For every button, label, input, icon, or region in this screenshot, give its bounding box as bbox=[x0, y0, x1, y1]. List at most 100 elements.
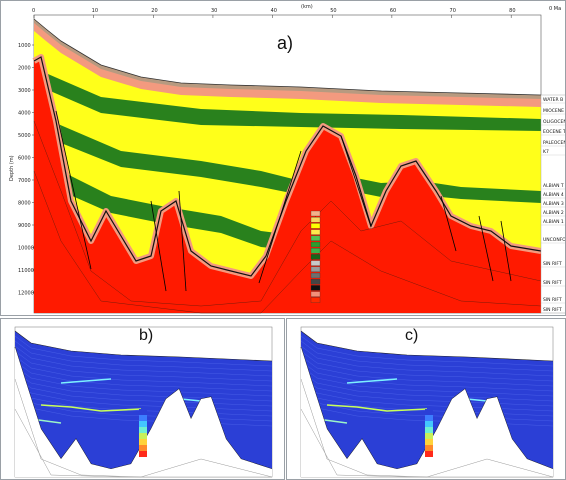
property-streak-1 bbox=[60, 378, 112, 384]
color-scale-step-3 bbox=[139, 421, 147, 427]
property-contour bbox=[300, 360, 554, 392]
legend-swatch-5 bbox=[310, 235, 321, 241]
y-axis-title: Depth (m) bbox=[9, 155, 15, 181]
color-scale-step-6 bbox=[139, 439, 147, 445]
x-tick-label: 10 bbox=[92, 8, 98, 14]
legend-swatch-11 bbox=[310, 272, 321, 279]
legend-swatch-8 bbox=[310, 254, 321, 260]
section-a-canvas: 0 10 20 30 40 50 60 70 80 (km) 0 Ma 1000 2000 3000 400… bbox=[9, 4, 566, 314]
property-contour bbox=[300, 370, 554, 402]
legend-swatch-14 bbox=[310, 291, 321, 297]
property-contour bbox=[300, 365, 554, 397]
x-tick-label: 80 bbox=[509, 8, 515, 14]
property-streak-1 bbox=[346, 378, 398, 384]
legend-swatch-6 bbox=[310, 241, 321, 248]
legend-swatch-10 bbox=[310, 266, 321, 272]
y-tick-label: 6000 bbox=[18, 156, 31, 162]
color-scale-step-2 bbox=[139, 415, 147, 421]
property-contour bbox=[14, 340, 273, 372]
right-horizon-label: ALBIAN 2 bbox=[543, 210, 564, 216]
right-horizon-label: ALBIAN T bbox=[543, 183, 564, 189]
panel-a-lithology-section: 0 10 20 30 40 50 60 70 80 (km) 0 Ma 1000 2000 3000 400… bbox=[0, 0, 566, 316]
basement-contour-2 bbox=[33, 170, 542, 314]
panel-c-property-section: c) bbox=[286, 318, 566, 480]
color-scale-step-6 bbox=[425, 439, 433, 445]
x-tick-label: 50 bbox=[330, 8, 336, 14]
legend-swatch-4 bbox=[310, 229, 321, 235]
right-horizon-label: MIOCENE bbox=[543, 108, 564, 114]
property-fill bbox=[15, 331, 272, 469]
basement-contour-1 bbox=[33, 120, 542, 307]
y-tick-label: 3000 bbox=[18, 88, 31, 94]
section-c-canvas bbox=[300, 326, 554, 478]
lower-contour-2 bbox=[300, 408, 553, 478]
y-tick-label: 8000 bbox=[18, 201, 31, 207]
color-scale-step-5 bbox=[139, 433, 147, 439]
right-horizon-label: SIN RIFT bbox=[543, 307, 562, 313]
property-streak-3 bbox=[180, 398, 202, 402]
panel-a-label: a) bbox=[277, 33, 294, 53]
x-axis-title: (km) bbox=[301, 4, 313, 10]
legend-swatch-7 bbox=[310, 248, 321, 254]
color-scale-step-4 bbox=[139, 427, 147, 433]
color-scale-step-1 bbox=[139, 409, 147, 415]
property-void bbox=[301, 347, 553, 477]
property-void bbox=[15, 347, 272, 477]
right-horizon-label: ALBIAN 1 bbox=[543, 219, 564, 225]
property-contour bbox=[300, 340, 554, 372]
right-horizon-label: K7 bbox=[543, 149, 549, 155]
property-contour bbox=[14, 355, 273, 387]
property-contour bbox=[14, 345, 273, 377]
legend-swatch-13 bbox=[310, 285, 321, 291]
y-tick-label: 5000 bbox=[18, 133, 31, 139]
green-layer-band-1 bbox=[41, 71, 541, 131]
legend-swatch-12 bbox=[310, 279, 321, 285]
y-tick-label: 7000 bbox=[18, 178, 31, 184]
y-tick-label: 4000 bbox=[18, 111, 31, 117]
panel-b-label: b) bbox=[139, 327, 154, 344]
property-streak-3 bbox=[466, 398, 488, 402]
property-fill bbox=[301, 331, 553, 469]
y-tick-label: 11000 bbox=[18, 268, 34, 274]
y-tick-label: 2000 bbox=[18, 66, 31, 72]
x-tick-label: 30 bbox=[211, 8, 217, 14]
property-contour bbox=[300, 350, 554, 382]
x-tick-label: 60 bbox=[390, 8, 396, 14]
property-contour bbox=[300, 355, 554, 387]
color-scale-step-7 bbox=[425, 445, 433, 451]
property-streak-2 bbox=[40, 404, 142, 412]
right-horizon-label: ALBIAN 4 bbox=[543, 192, 564, 198]
right-horizon-label: UNCONFO bbox=[543, 237, 566, 243]
lower-contour-2 bbox=[14, 408, 272, 478]
fault-line-3 bbox=[178, 190, 187, 292]
right-horizon-label: EOCENE T bbox=[543, 129, 566, 135]
section-b-canvas bbox=[14, 326, 273, 478]
fault-line-6 bbox=[440, 195, 457, 252]
lower-contour-1 bbox=[14, 378, 273, 478]
upper-salmon-layer bbox=[34, 19, 541, 107]
panel-c-label: c) bbox=[405, 327, 419, 344]
legend-swatch-1 bbox=[310, 210, 321, 217]
property-contour bbox=[300, 345, 554, 377]
property-streak-2 bbox=[326, 404, 428, 412]
right-horizon-label: OLIGOCEN bbox=[543, 119, 566, 125]
y-tick-label: 10000 bbox=[18, 246, 34, 252]
right-horizon-label: ALBIAN 3 bbox=[543, 201, 564, 207]
color-scale-step-8 bbox=[139, 451, 147, 457]
property-contour bbox=[300, 375, 554, 407]
legend-swatch-3 bbox=[310, 223, 321, 229]
corner-label: 0 Ma bbox=[549, 6, 561, 12]
property-contour bbox=[14, 365, 273, 397]
x-tick-label: 0 bbox=[32, 8, 35, 14]
property-seafloor bbox=[14, 330, 273, 362]
color-scale-step-7 bbox=[139, 445, 147, 451]
right-horizon-label: SIN RIFT bbox=[543, 261, 562, 267]
color-scale-step-2 bbox=[425, 415, 433, 421]
seafloor-line bbox=[33, 18, 542, 96]
x-tick-label: 40 bbox=[271, 8, 277, 14]
x-tick-label: 20 bbox=[151, 8, 157, 14]
fault-line-5 bbox=[340, 135, 372, 228]
panel-b-property-section: b) bbox=[0, 318, 285, 480]
fault-line-2 bbox=[150, 200, 167, 292]
color-scale-step-8 bbox=[425, 451, 433, 457]
